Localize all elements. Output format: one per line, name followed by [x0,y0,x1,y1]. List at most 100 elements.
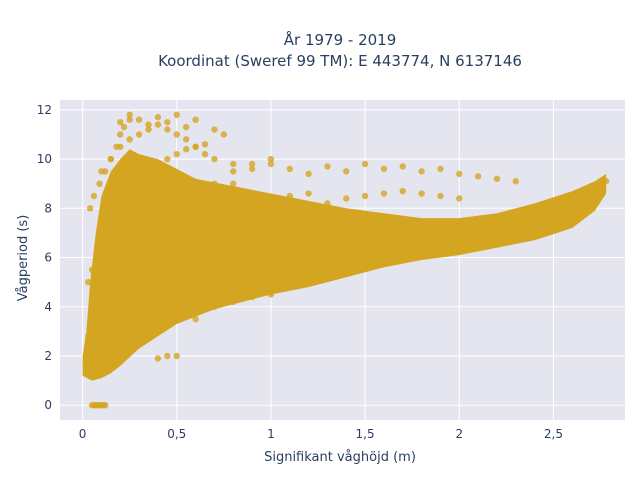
scatter-point [587,195,595,202]
scatter-point [173,313,180,320]
scatter-point [90,357,98,365]
scatter-point [230,286,237,293]
scatter-point [531,227,538,234]
scatter-point [201,141,209,148]
scatter-point [83,370,90,377]
scatter-point [569,207,576,214]
scatter-point [456,170,463,178]
scatter-point [145,328,152,335]
scatter-point [94,318,101,325]
scatter-point [597,185,604,192]
scatter-point [399,163,406,170]
scatter-point [361,160,369,168]
scatter-point [173,150,180,158]
scatter-point [154,308,162,315]
scatter-point [154,168,162,175]
scatter-point [211,239,218,246]
scatter-point [135,333,143,340]
scatter-point [182,136,190,143]
scatter-point [145,229,152,237]
y-tick-label: 2 [44,349,52,363]
scatter-density-region [82,149,607,381]
scatter-point [117,266,124,274]
scatter-point [154,121,162,128]
scatter-point [173,254,180,261]
scatter-point [456,229,463,237]
scatter-point [267,205,275,212]
scatter-point [85,333,92,340]
scatter-point [211,303,218,310]
scatter-point [182,146,190,153]
scatter-point [230,298,237,306]
scatter-point [248,224,256,232]
scatter-point [192,315,199,323]
scatter-point [602,178,610,185]
scatter-point [88,323,96,330]
scatter-point [192,143,199,150]
scatter-point [135,315,143,323]
scatter-point [94,254,101,261]
x-tick-label: 0,5 [167,427,186,441]
points-layer [82,111,610,409]
scatter-point [267,217,275,224]
scatter-point [173,131,180,138]
scatter-point [230,180,237,187]
scatter-point [154,114,162,121]
scatter-point [286,271,293,278]
scatter-point [98,347,105,355]
scatter-point [267,288,275,296]
scatter-point [135,116,143,123]
scatter-point [135,242,143,249]
scatter-point [512,178,519,185]
scatter-point [474,173,482,180]
scatter-point [145,121,152,128]
scatter-point [90,192,98,200]
scatter-point [305,170,312,178]
scatter-point [418,168,425,175]
scatter-point [86,205,94,212]
x-tick-label: 1,5 [356,427,375,441]
scatter-point [305,205,312,212]
scatter-point [192,192,199,200]
scatter-point [493,237,501,244]
scatter-point [324,261,331,269]
scatter-point [399,187,406,195]
scatter-point [305,190,312,197]
scatter-point [361,251,369,259]
y-tick-label: 12 [37,103,52,117]
chart-title-line1: År 1979 - 2019 [284,30,397,49]
scatter-point [230,232,237,239]
scatter-point [380,190,388,197]
x-axis-title: Signifikant våghöjd (m) [264,450,416,465]
scatter-point [107,217,115,224]
chart-title-line2: Koordinat (Sweref 99 TM): E 443774, N 61… [158,52,522,70]
scatter-point [267,155,275,163]
scatter-point [418,234,425,242]
scatter-point [164,126,171,133]
scatter-point [493,175,501,182]
scatter-point [192,298,199,306]
scatter-point [145,180,152,187]
scatter-point [164,352,171,360]
scatter-point [230,168,237,175]
scatter-point [107,278,115,286]
scatter-point [126,116,133,123]
y-tick-label: 8 [44,201,52,215]
scatter-point [92,313,99,320]
scatter-point [135,192,143,200]
scatter-point [107,229,115,237]
scatter-point [120,123,128,131]
scatter-point [135,291,143,298]
scatter-point [173,111,180,118]
scatter-point [531,219,538,227]
scatter-point [512,232,519,239]
scatter-point [324,163,331,170]
scatter-point [126,254,133,261]
scatter-point [135,131,143,138]
y-tick-label: 10 [37,152,52,166]
scatter-point [182,123,190,131]
scatter-point [211,291,218,298]
scatter-point [437,165,444,173]
scatter-point [248,281,256,288]
